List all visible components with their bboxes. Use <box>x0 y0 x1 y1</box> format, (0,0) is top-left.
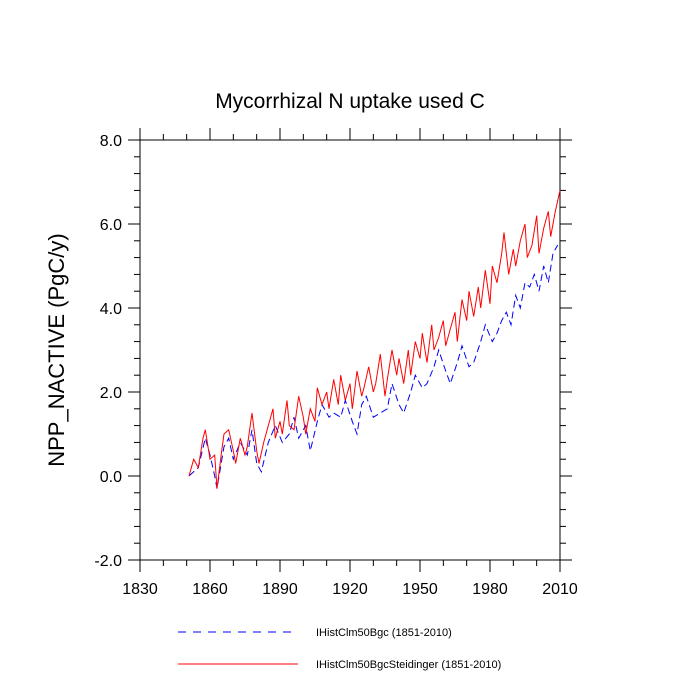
x-tick-label: 1950 <box>402 581 438 598</box>
x-tick-label: 1860 <box>192 581 228 598</box>
legend-label-1: IHistClm50Bgc (1851-2010) <box>316 627 452 639</box>
x-tick-label: 2010 <box>542 581 578 598</box>
chart-title: Mycorrhizal N uptake used C <box>215 90 485 113</box>
y-tick-label: 2.0 <box>100 385 122 402</box>
x-tick-label: 1890 <box>262 581 298 598</box>
axis-ticks: 1830 1860 1890 1920 1950 1980 2010 -2.0 0.0 2.0 4.… <box>94 128 578 598</box>
y-tick-label: 8.0 <box>100 133 122 150</box>
y-axis-label: NPP_NACTIVE (PgC/y) <box>44 233 69 467</box>
series-layer <box>188 190 561 489</box>
legend: IHistClm50Bgc (1851-2010) IHistClm50BgcSt… <box>178 627 501 671</box>
x-tick-label: 1980 <box>472 581 508 598</box>
plot-border <box>139 139 561 561</box>
y-tick-label: 4.0 <box>100 301 122 318</box>
x-tick-label: 1830 <box>122 581 158 598</box>
x-tick-label: 1920 <box>332 581 368 598</box>
y-tick-label: -2.0 <box>94 553 122 570</box>
legend-label-2: IHistClm50BgcSteidinger (1851-2010) <box>316 659 501 671</box>
y-tick-label: 0.0 <box>100 469 122 486</box>
y-tick-label: 6.0 <box>100 217 122 234</box>
plot-frame <box>139 139 561 561</box>
series-line-2 <box>188 190 561 489</box>
series-line-1 <box>188 244 559 489</box>
